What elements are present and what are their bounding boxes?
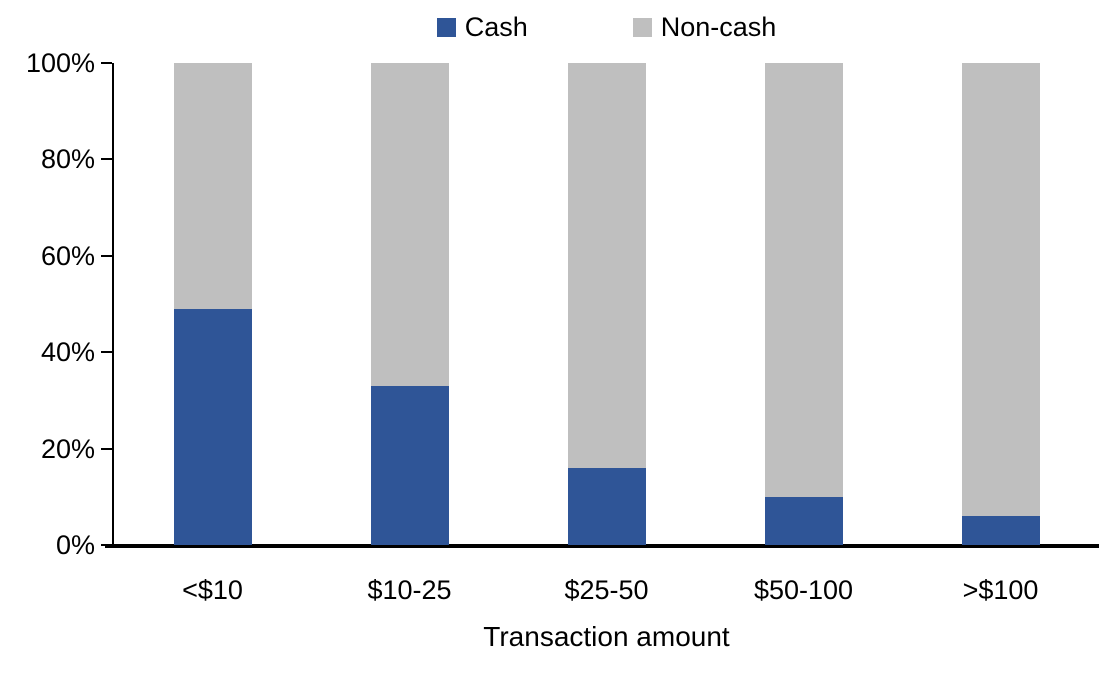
y-axis-tick-label: 60%: [40, 240, 95, 271]
y-axis-tick-label: 0%: [55, 530, 95, 560]
bar-segment-non-cash: [764, 63, 843, 497]
legend-item-cash: Cash: [436, 12, 528, 42]
y-axis-tick-label: 40%: [40, 337, 95, 368]
y-axis-tick: [101, 447, 112, 450]
legend-item-non-cash: Non-cash: [632, 12, 777, 42]
plot-area: 0% 20% 40% 60% 80% 100% <$10 $10-25 $25-50 $50-10…: [26, 48, 1099, 605]
bar-segment-non-cash: [370, 63, 449, 386]
bar-10: [173, 63, 252, 545]
y-axis: [112, 63, 114, 545]
bar-25-50: [567, 63, 646, 545]
bar-50-100: [764, 63, 843, 545]
y-axis-tick: [101, 351, 112, 354]
y-axis-tick-label: 20%: [40, 433, 95, 464]
x-axis-tick-label: $50-100: [753, 575, 854, 605]
legend-label: Non-cash: [660, 12, 777, 42]
legend-swatch-cash: [436, 17, 456, 37]
y-axis-tick: [101, 544, 112, 546]
x-axis: [105, 544, 1099, 548]
bar-segment-non-cash: [961, 63, 1040, 517]
bar-10-25: [370, 63, 449, 545]
y-axis-tick-label: 100%: [25, 48, 95, 78]
bar-segment-cash: [370, 385, 449, 545]
bar-segment-cash: [567, 467, 646, 545]
bar-segment-cash: [961, 516, 1040, 545]
x-axis-tick-label: <$10: [182, 575, 243, 605]
bar-segment-non-cash: [567, 63, 646, 468]
x-axis-tick-label: $10-25: [367, 575, 452, 605]
legend-swatch-non-cash: [632, 17, 652, 37]
bar-segment-cash: [173, 308, 252, 545]
x-axis-title: Transaction amount: [483, 621, 730, 652]
y-axis-tick: [101, 158, 112, 161]
x-axis-tick-label: $25-50: [564, 575, 649, 605]
bar-segment-non-cash: [173, 63, 252, 309]
bar-100: [961, 63, 1040, 545]
legend-label: Cash: [464, 12, 528, 42]
bar-segment-cash: [764, 496, 843, 545]
y-axis-tick: [101, 62, 112, 64]
y-axis-tick-label: 80%: [40, 144, 95, 175]
chart-legend: Cash Non-cash: [114, 12, 1099, 42]
x-axis-tick-label: >$100: [962, 575, 1039, 605]
y-axis-tick: [101, 254, 112, 257]
